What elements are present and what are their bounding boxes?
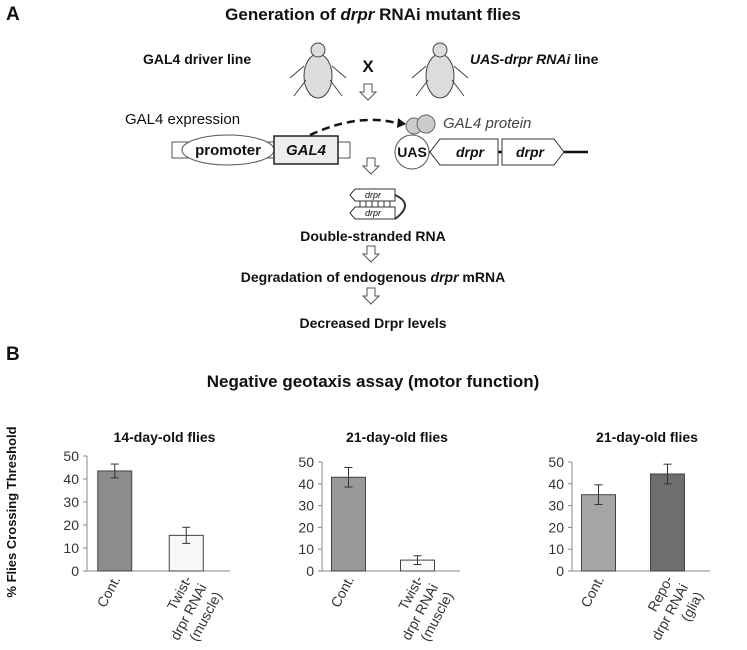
drpr-small: drpr xyxy=(365,190,382,200)
degradation-part: Degradation of endogenous xyxy=(241,269,431,285)
y-tick-label: 40 xyxy=(63,471,79,487)
drpr-small: drpr xyxy=(365,208,382,218)
cross: X xyxy=(362,57,374,76)
fly xyxy=(411,42,469,99)
y-tick-label: 20 xyxy=(63,517,79,533)
uas-line: UAS-drpr RNAi line xyxy=(470,51,599,67)
gal4-box xyxy=(273,135,339,165)
error-bar xyxy=(344,466,353,488)
drpr-box xyxy=(429,138,499,166)
dsrna-shape xyxy=(349,188,406,220)
x-tick-label-line: Cont. xyxy=(577,573,607,610)
title-part: RNAi mutant flies xyxy=(374,5,520,24)
chart-title: 21-day-old flies xyxy=(596,429,698,445)
error-bar xyxy=(413,555,422,565)
degradation-part: drpr xyxy=(431,269,461,285)
y-tick-label: 10 xyxy=(63,540,79,556)
title-part: drpr xyxy=(340,5,375,24)
x-tick-label: Repo-drpr RNAi(glia) xyxy=(633,573,706,645)
bar xyxy=(581,494,616,572)
dashed-arrow xyxy=(309,118,401,137)
y-tick-label: 30 xyxy=(298,498,314,514)
chart-title: 21-day-old flies xyxy=(346,429,448,445)
x-tick-label: Cont. xyxy=(327,573,357,610)
x-tick-label: Cont. xyxy=(94,573,124,610)
error-bar xyxy=(110,463,119,479)
drpr: drpr xyxy=(456,144,486,160)
uas-line-part: line xyxy=(570,51,598,67)
y-tick-label: 20 xyxy=(548,519,564,535)
panel-title: Generation of drpr RNAi mutant flies xyxy=(225,5,521,24)
decreased: Decreased Drpr levels xyxy=(299,315,446,331)
arrowhead xyxy=(397,118,406,128)
y-tick-label: 40 xyxy=(548,476,564,492)
degradation: Degradation of endogenous drpr mRNA xyxy=(241,269,505,285)
promoter: promoter xyxy=(195,142,261,159)
dsrna: Double-stranded RNA xyxy=(300,228,445,244)
error-bar xyxy=(663,463,672,485)
drpr-box xyxy=(501,138,565,166)
y-tick-label: 20 xyxy=(298,519,314,535)
error-bar xyxy=(594,484,603,506)
x-tick-label-line: Cont. xyxy=(94,573,124,610)
protein xyxy=(416,114,436,134)
gal4-protein: GAL4 protein xyxy=(443,115,531,132)
uas-line-part: UAS-drpr RNAi xyxy=(470,51,571,67)
y-tick-label: 0 xyxy=(306,563,314,579)
uas-shape xyxy=(394,134,430,170)
y-tick-label: 50 xyxy=(548,454,564,470)
title-part: Generation of xyxy=(225,5,340,24)
chart-title: 14-day-old flies xyxy=(114,429,216,445)
y-tick-label: 10 xyxy=(548,541,564,557)
arrows xyxy=(358,83,381,305)
x-tick-label: Twist-drpr RNAi(muscle) xyxy=(152,573,225,645)
y-tick-label: 30 xyxy=(548,498,564,514)
y-tick-label: 0 xyxy=(71,563,79,579)
y-tick-label: 30 xyxy=(63,494,79,510)
gal4-expression: GAL4 expression xyxy=(125,111,240,128)
y-tick-label: 40 xyxy=(298,476,314,492)
panel-label: A xyxy=(6,4,20,25)
panel-label: B xyxy=(6,344,20,365)
bar xyxy=(331,476,366,572)
y-axis-label: % Flies Crossing Threshold xyxy=(4,426,19,597)
fly xyxy=(289,42,347,99)
error-bar xyxy=(182,526,191,544)
degradation-part: mRNA xyxy=(459,269,506,285)
y-tick-label: 0 xyxy=(556,563,564,579)
x-tick-label: Twist-drpr RNAi(muscle) xyxy=(383,573,456,645)
uas: UAS xyxy=(397,144,427,160)
y-tick-label: 10 xyxy=(298,541,314,557)
driver-line: GAL4 driver line xyxy=(143,51,251,67)
x-tick-label-line: Cont. xyxy=(327,573,357,610)
drpr: drpr xyxy=(516,144,546,160)
y-tick-label: 50 xyxy=(298,454,314,470)
gal4: GAL4 xyxy=(286,142,327,159)
bar xyxy=(97,470,133,572)
bar xyxy=(650,473,685,572)
y-tick-label: 50 xyxy=(63,448,79,464)
x-tick-label: Cont. xyxy=(577,573,607,610)
panel-title: Negative geotaxis assay (motor function) xyxy=(207,372,540,391)
